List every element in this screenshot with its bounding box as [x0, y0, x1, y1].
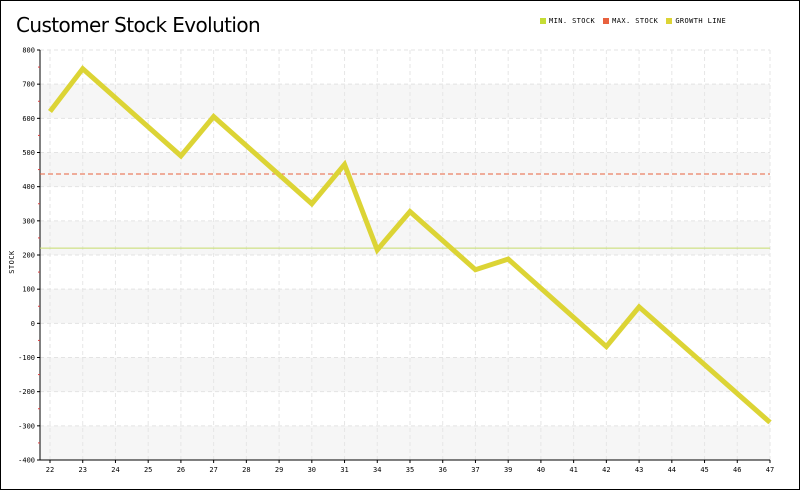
- x-tick-label: 28: [242, 466, 250, 474]
- x-tick-label: 25: [144, 466, 152, 474]
- y-tick-label: 200: [22, 252, 35, 260]
- y-tick-label: 500: [22, 149, 35, 157]
- x-tick-label: 23: [79, 466, 87, 474]
- y-tick-label: 700: [22, 81, 35, 89]
- background-band: [40, 289, 770, 324]
- y-tick-label: 0: [31, 320, 35, 328]
- y-tick-label: -400: [18, 457, 35, 465]
- x-tick-label: 22: [46, 466, 54, 474]
- legend-item-growth-line[interactable]: GROWTH LINE: [666, 17, 726, 25]
- y-tick-label: -100: [18, 354, 35, 362]
- x-tick-label: 30: [308, 466, 316, 474]
- background-band: [40, 425, 770, 460]
- x-tick-label: 31: [340, 466, 348, 474]
- y-tick-label: 600: [22, 115, 35, 123]
- x-tick-label: 43: [635, 466, 643, 474]
- x-tick-label: 29: [275, 466, 283, 474]
- legend-item-min-stock[interactable]: MIN. STOCK: [540, 17, 595, 25]
- x-tick-label: 26: [177, 466, 185, 474]
- legend-label-min-stock: MIN. STOCK: [549, 17, 596, 25]
- legend-swatch-max-stock: [603, 18, 610, 24]
- x-tick-label: 44: [668, 466, 676, 474]
- background-band: [40, 357, 770, 392]
- x-tick-label: 35: [406, 466, 414, 474]
- x-tick-label: 47: [766, 466, 774, 474]
- x-tick-label: 46: [733, 466, 741, 474]
- legend-swatch-growth-line: [666, 18, 673, 24]
- x-tick-label: 37: [471, 466, 479, 474]
- x-tick-label: 24: [111, 466, 119, 474]
- legend-label-max-stock: MAX. STOCK: [612, 17, 659, 25]
- background-band: [40, 220, 770, 255]
- y-tick-label: 400: [22, 183, 35, 191]
- y-tick-label: 300: [22, 217, 35, 225]
- background-band: [40, 152, 770, 187]
- legend-swatch-min-stock: [540, 18, 546, 24]
- y-tick-label: 100: [22, 286, 35, 294]
- background-band: [40, 84, 770, 119]
- x-tick-label: 40: [537, 466, 545, 474]
- x-tick-label: 45: [700, 466, 708, 474]
- x-tick-label: 27: [209, 466, 217, 474]
- y-tick-label: -300: [18, 422, 35, 430]
- legend-item-max-stock[interactable]: MAX. STOCK: [603, 17, 658, 25]
- chart-title: Customer Stock Evolution: [16, 13, 261, 37]
- x-tick-label: 42: [602, 466, 610, 474]
- x-tick-label: 41: [569, 466, 577, 474]
- x-tick-label: 34: [373, 466, 381, 474]
- y-tick-label: -200: [18, 388, 35, 396]
- x-tick-label: 36: [439, 466, 447, 474]
- y-tick-label: 800: [22, 47, 35, 55]
- x-tick-label: 39: [504, 466, 512, 474]
- legend-label-growth-line: GROWTH LINE: [675, 17, 727, 25]
- legend: MIN. STOCK MAX. STOCK GROWTH LINE: [540, 17, 726, 25]
